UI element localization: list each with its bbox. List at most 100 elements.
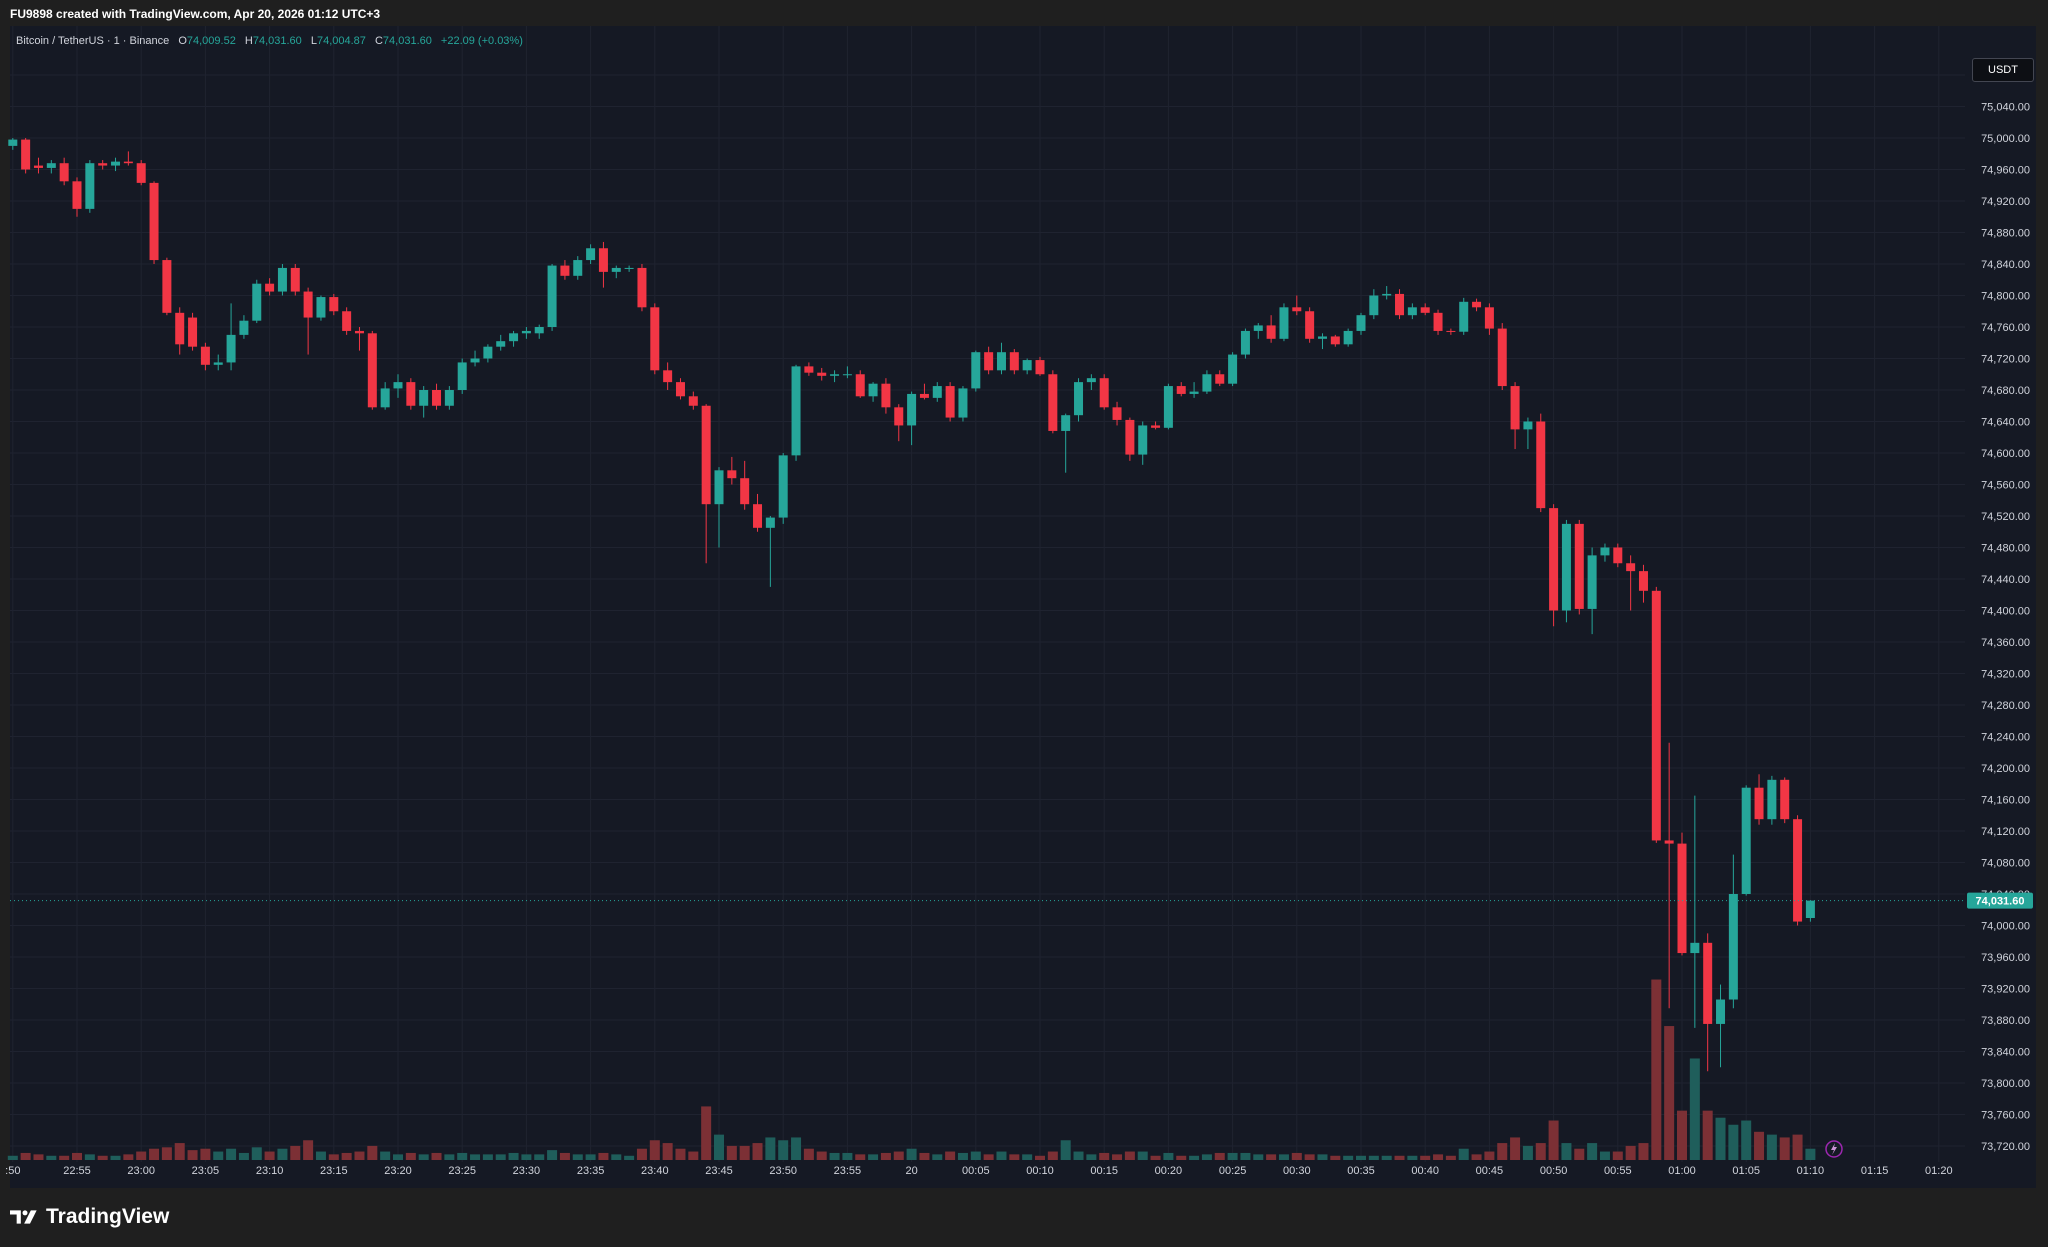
- volume-bar: [354, 1151, 365, 1160]
- volume-bar: [174, 1143, 185, 1160]
- top-bar: FU9898 created with TradingView.com, Apr…: [0, 0, 2048, 26]
- currency-badge[interactable]: USDT: [1972, 58, 2034, 82]
- candle-body: [444, 390, 454, 406]
- volume-bar: [868, 1154, 879, 1160]
- lightning-icon[interactable]: [1825, 1140, 1843, 1158]
- candle-body: [149, 182, 159, 261]
- volume-bar: [457, 1152, 468, 1160]
- time-tick-label: 23:10: [256, 1165, 284, 1177]
- candle-body: [958, 388, 968, 418]
- candle-body: [8, 139, 18, 146]
- candle-body: [509, 333, 519, 342]
- volume-bar: [367, 1145, 378, 1160]
- candle: [1305, 307, 1315, 343]
- candle: [624, 265, 634, 272]
- candle: [727, 456, 737, 485]
- grid-lines: [10, 26, 1965, 1162]
- candle-body: [123, 161, 133, 164]
- tradingview-logo[interactable]: TradingView: [10, 1205, 169, 1229]
- volume-bar: [59, 1155, 70, 1160]
- candle-body: [1446, 330, 1456, 332]
- candle: [1151, 421, 1161, 430]
- volume-bar: [1368, 1155, 1379, 1160]
- time-tick-label: 23:25: [448, 1165, 476, 1177]
- time-axis[interactable]: :50 22:55 23:00 23:05 23:10 23:15 23:20 23:25 23…: [5, 1165, 1952, 1177]
- candle-body: [85, 163, 95, 209]
- candle: [765, 516, 775, 587]
- legend-open-value: 74,009.52: [187, 35, 236, 47]
- candle: [753, 493, 763, 532]
- price-tick-label: 74,120.00: [1981, 826, 2030, 838]
- candle-body: [1497, 328, 1507, 387]
- candle: [868, 382, 878, 402]
- candle: [778, 453, 788, 524]
- candle-body: [1176, 386, 1186, 394]
- price-chart[interactable]: 75,080.0075,040.0075,000.0074,960.0074,9…: [0, 26, 2048, 1189]
- candle-body: [547, 265, 557, 327]
- candle-body: [650, 307, 660, 371]
- price-axis[interactable]: 75,080.0075,040.0075,000.0074,960.0074,9…: [1981, 70, 2030, 1153]
- candle: [560, 260, 570, 280]
- candle-body: [188, 317, 198, 347]
- volume-bar: [970, 1151, 981, 1160]
- candle: [521, 327, 531, 339]
- candle: [714, 467, 724, 548]
- volume-bar: [1035, 1155, 1045, 1160]
- candle: [111, 157, 121, 172]
- candle: [984, 346, 994, 375]
- candle-body: [1420, 307, 1430, 313]
- time-tick-label: :50: [5, 1165, 20, 1177]
- candle: [1805, 900, 1815, 922]
- candle: [1279, 303, 1289, 342]
- candle: [393, 374, 403, 398]
- price-tick-label: 74,600.00: [1981, 448, 2030, 460]
- candle-body: [1561, 523, 1571, 611]
- candle-body: [111, 161, 121, 166]
- candle: [432, 383, 442, 410]
- candle: [98, 160, 108, 170]
- volume-bar: [213, 1151, 224, 1160]
- volume-bar: [534, 1154, 545, 1160]
- candle-body: [714, 470, 724, 505]
- candle-body: [1716, 999, 1726, 1024]
- candle: [265, 278, 275, 296]
- candle-body: [21, 139, 31, 170]
- candle-body: [1805, 900, 1815, 919]
- last-price-label: 74,031.60: [1976, 896, 2025, 908]
- volume-bar: [1638, 1143, 1649, 1160]
- candle-body: [868, 383, 878, 397]
- candle: [226, 303, 236, 371]
- volume-bar: [1022, 1154, 1033, 1160]
- candle-body: [1793, 819, 1803, 922]
- volume-bar: [149, 1148, 160, 1160]
- time-tick-label: 23:05: [192, 1165, 220, 1177]
- candle-body: [1638, 571, 1648, 591]
- candle-body: [881, 383, 891, 408]
- candle: [239, 315, 249, 339]
- candle: [1163, 383, 1173, 430]
- chart-panel[interactable]: 75,080.0075,040.0075,000.0074,960.0074,9…: [0, 26, 2048, 1189]
- volume-bar: [662, 1143, 673, 1160]
- candle-body: [765, 517, 775, 528]
- volume-bar: [1702, 1110, 1713, 1160]
- candle: [894, 404, 904, 442]
- volume-bar: [829, 1152, 840, 1160]
- candle: [483, 344, 493, 363]
- volume-bar: [893, 1151, 904, 1160]
- candle-body: [534, 327, 544, 334]
- candle-body: [1741, 787, 1751, 894]
- candle-body: [804, 366, 814, 373]
- price-tick-label: 74,320.00: [1981, 669, 2030, 681]
- candle-body: [1240, 330, 1250, 355]
- volume-bar: [1124, 1151, 1135, 1160]
- candle-body: [842, 374, 852, 376]
- legend-close-label: C: [375, 35, 383, 47]
- volume-bar: [1304, 1154, 1315, 1160]
- candle: [907, 391, 917, 446]
- candle-body: [1266, 325, 1276, 339]
- candle: [1189, 382, 1199, 398]
- time-tick-label: 00:30: [1283, 1165, 1311, 1177]
- volume-bar: [880, 1152, 891, 1160]
- volume-bar: [983, 1154, 994, 1160]
- candle: [1536, 413, 1546, 513]
